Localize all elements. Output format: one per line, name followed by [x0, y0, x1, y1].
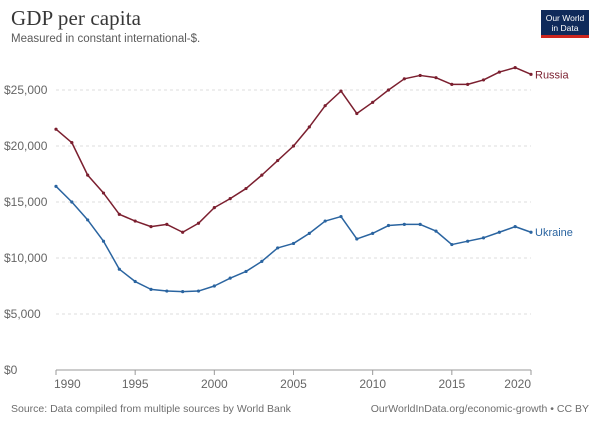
data-point-ukraine[interactable]: [402, 222, 406, 226]
data-point-russia[interactable]: [450, 82, 454, 86]
y-tick-label: $25,000: [4, 83, 48, 97]
series-line-russia[interactable]: [55, 66, 532, 233]
data-point-ukraine[interactable]: [323, 219, 327, 223]
series-label-ukraine: Ukraine: [535, 227, 573, 239]
data-point-ukraine[interactable]: [307, 231, 311, 235]
data-point-russia[interactable]: [323, 104, 327, 108]
data-point-russia[interactable]: [339, 89, 343, 93]
data-point-ukraine[interactable]: [165, 289, 169, 293]
chart-subtitle: Measured in constant international-$.: [11, 33, 201, 45]
data-point-ukraine[interactable]: [291, 241, 296, 246]
data-point-ukraine[interactable]: [434, 229, 438, 233]
data-point-ukraine[interactable]: [418, 222, 422, 226]
data-point-ukraine[interactable]: [355, 237, 359, 241]
data-point-russia[interactable]: [181, 230, 185, 234]
data-point-ukraine[interactable]: [276, 246, 280, 250]
data-point-ukraine[interactable]: [117, 267, 121, 271]
data-point-russia[interactable]: [165, 222, 169, 226]
data-point-ukraine[interactable]: [466, 239, 470, 243]
data-point-ukraine[interactable]: [149, 287, 153, 291]
data-point-ukraine[interactable]: [529, 230, 533, 234]
x-tick-label: 1990: [54, 377, 81, 391]
data-point-ukraine[interactable]: [101, 239, 106, 243]
logo-accent-bar: [541, 35, 589, 38]
data-point-russia[interactable]: [371, 100, 375, 104]
data-point-russia[interactable]: [276, 158, 280, 163]
data-point-ukraine[interactable]: [133, 279, 137, 284]
gridlines: [56, 89, 531, 315]
y-tick-label: $0: [4, 363, 18, 377]
data-point-russia[interactable]: [228, 197, 232, 201]
source-note: Source: Data compiled from multiple sour…: [11, 403, 291, 415]
data-point-russia[interactable]: [244, 186, 248, 191]
data-point-ukraine[interactable]: [228, 276, 232, 280]
x-tick-label: 2020: [504, 377, 531, 391]
data-point-russia[interactable]: [149, 225, 153, 229]
data-point-ukraine[interactable]: [513, 225, 517, 229]
data-point-russia[interactable]: [101, 191, 106, 195]
y-tick-label: $10,000: [4, 251, 48, 265]
data-point-russia[interactable]: [133, 219, 137, 223]
data-point-russia[interactable]: [212, 206, 216, 210]
data-point-russia[interactable]: [260, 173, 264, 177]
data-point-russia[interactable]: [117, 212, 121, 216]
series-labels: Russia Ukraine: [535, 69, 573, 239]
x-tick-label: 2015: [438, 377, 465, 391]
owid-logo[interactable]: Our World in Data: [541, 10, 589, 38]
attribution-link[interactable]: OurWorldInData.org/economic-growth • CC …: [370, 403, 589, 415]
x-tick-label: 1995: [122, 377, 149, 391]
data-point-ukraine[interactable]: [244, 269, 248, 274]
data-point-ukraine[interactable]: [339, 214, 343, 219]
x-tick-label: 2005: [280, 377, 307, 391]
data-point-ukraine[interactable]: [181, 290, 185, 294]
data-point-ukraine[interactable]: [196, 289, 201, 293]
data-point-ukraine[interactable]: [260, 259, 264, 263]
data-point-russia[interactable]: [434, 76, 438, 80]
y-tick-label: $20,000: [4, 139, 48, 153]
x-tick-label: 2010: [359, 377, 386, 391]
data-point-russia[interactable]: [497, 70, 501, 74]
data-point-ukraine[interactable]: [497, 230, 501, 234]
data-point-russia[interactable]: [70, 141, 74, 145]
data-point-ukraine[interactable]: [86, 218, 90, 222]
data-point-russia[interactable]: [481, 78, 486, 82]
logo-text-line2: in Data: [551, 23, 579, 33]
x-tick-label: 2000: [201, 377, 228, 391]
data-point-russia[interactable]: [86, 173, 90, 177]
x-axis: 1990 1995 2000 2005 2010 2015 2020: [54, 369, 532, 391]
data-point-russia[interactable]: [418, 73, 422, 78]
data-point-ukraine[interactable]: [386, 223, 391, 228]
data-point-ukraine[interactable]: [481, 236, 486, 240]
chart-title: GDP per capita: [11, 6, 142, 30]
logo-text-line1: Our World: [545, 13, 585, 23]
data-point-ukraine[interactable]: [54, 184, 58, 188]
data-point-russia[interactable]: [291, 144, 296, 148]
data-point-ukraine[interactable]: [450, 242, 454, 247]
data-point-russia[interactable]: [307, 125, 311, 129]
data-point-russia[interactable]: [466, 82, 470, 86]
data-point-ukraine[interactable]: [212, 284, 216, 288]
data-point-russia[interactable]: [402, 77, 406, 81]
y-tick-label: $15,000: [4, 195, 48, 209]
y-axis: $0 $5,000 $10,000 $15,000 $20,000 $25,000: [4, 83, 48, 377]
data-point-russia[interactable]: [529, 72, 533, 76]
data-point-russia[interactable]: [513, 66, 517, 70]
data-point-russia[interactable]: [355, 111, 359, 116]
data-point-ukraine[interactable]: [70, 200, 74, 204]
series-lines: [54, 66, 533, 294]
data-point-russia[interactable]: [196, 221, 201, 225]
data-point-ukraine[interactable]: [371, 231, 375, 235]
data-point-russia[interactable]: [386, 88, 391, 92]
data-point-russia[interactable]: [54, 127, 58, 131]
series-label-russia: Russia: [535, 69, 570, 81]
y-tick-label: $5,000: [4, 307, 41, 321]
